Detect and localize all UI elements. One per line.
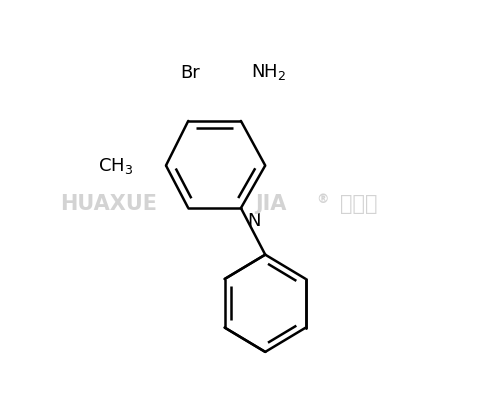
Text: 化学加: 化学加 (340, 194, 378, 214)
Text: NH$_2$: NH$_2$ (251, 62, 287, 82)
Text: ®: ® (316, 193, 329, 206)
Text: HUAXUE: HUAXUE (61, 194, 158, 214)
Text: N: N (247, 212, 260, 230)
Text: Br: Br (180, 64, 200, 82)
Text: CH$_3$: CH$_3$ (98, 155, 133, 175)
Text: JIA: JIA (255, 194, 287, 214)
